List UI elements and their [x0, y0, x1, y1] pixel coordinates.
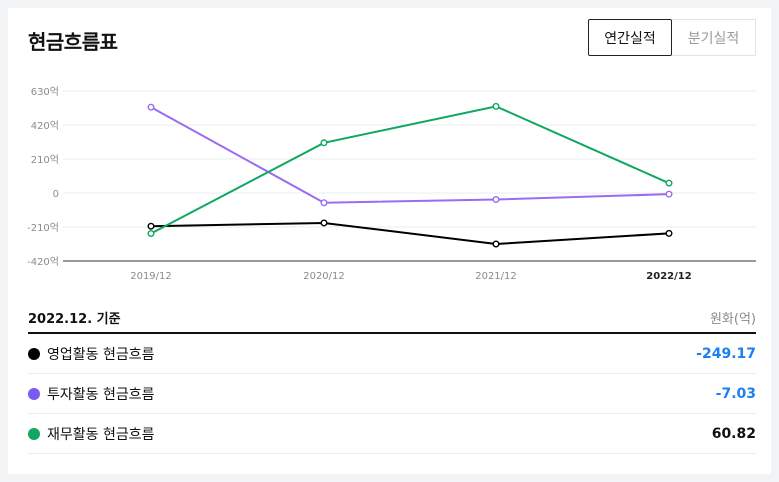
- series-1-point: [665, 229, 673, 237]
- series-2-point: [320, 199, 328, 207]
- row-label: 영업활동 현금흐름: [47, 346, 155, 363]
- series-1-point: [147, 222, 155, 230]
- x-tick-label: 2021/12: [475, 271, 517, 282]
- row-value: 60.82: [711, 425, 756, 442]
- row-label: 투자활동 현금흐름: [47, 386, 155, 403]
- row-value: -249.17: [696, 345, 756, 362]
- summary-row-financing: 재무활동 현금흐름 60.82: [28, 414, 756, 454]
- summary-row-investing: 투자활동 현금흐름 -7.03: [28, 374, 756, 414]
- series-line-3: [150, 105, 670, 235]
- y-tick-label: 420억: [31, 120, 59, 132]
- y-tick-label: 210억: [31, 154, 59, 166]
- tab-annual[interactable]: 연간실적: [588, 19, 672, 56]
- cashflow-card: 현금흐름표 연간실적 분기실적 630억 420억 210억 0 -210억 -420억 2…: [8, 8, 771, 474]
- row-label: 재무활동 현금흐름: [47, 426, 155, 443]
- financing-dot-icon: [28, 427, 40, 440]
- series-2-point: [492, 195, 500, 203]
- series-2-point: [665, 190, 673, 198]
- series-3-point: [320, 139, 328, 147]
- series-line-1: [150, 221, 670, 246]
- x-tick-label: 2022/12: [646, 271, 691, 282]
- row-value: -7.03: [715, 385, 756, 402]
- series-2-point: [147, 103, 155, 111]
- summary-row-operating: 영업활동 현금흐름 -249.17: [28, 334, 756, 374]
- y-tick-label: 630억: [31, 86, 59, 98]
- operating-dot-icon: [28, 347, 40, 360]
- series-3-point: [665, 179, 673, 187]
- tab-quarterly[interactable]: 분기실적: [672, 19, 756, 56]
- summary-unit: 원화(억): [709, 312, 756, 327]
- summary-divider: [28, 332, 756, 334]
- x-tick-label: 2020/12: [303, 271, 345, 282]
- series-3-point: [147, 229, 155, 237]
- summary-list: 영업활동 현금흐름 -249.17 투자활동 현금흐름 -7.03 재무활동 현…: [28, 334, 756, 454]
- y-tick-label: -420억: [27, 256, 59, 268]
- cashflow-line-chart: 630억 420억 210억 0 -210억 -420억 2019/12 2020/12 202…: [27, 86, 756, 282]
- y-tick-label: -210억: [27, 222, 59, 234]
- series-1-point: [492, 240, 500, 248]
- investing-dot-icon: [28, 387, 40, 400]
- series-3-point: [492, 102, 500, 110]
- summary-header: 2022.12. 기준 원화(억): [28, 308, 756, 327]
- x-tick-label: 2019/12: [130, 271, 172, 282]
- y-tick-label: 0: [53, 189, 59, 200]
- page-title: 현금흐름표: [28, 30, 118, 54]
- series-line-2: [150, 106, 670, 204]
- series-1-point: [320, 219, 328, 227]
- summary-date: 2022.12. 기준: [28, 312, 121, 327]
- period-tabs: 연간실적 분기실적: [588, 19, 756, 56]
